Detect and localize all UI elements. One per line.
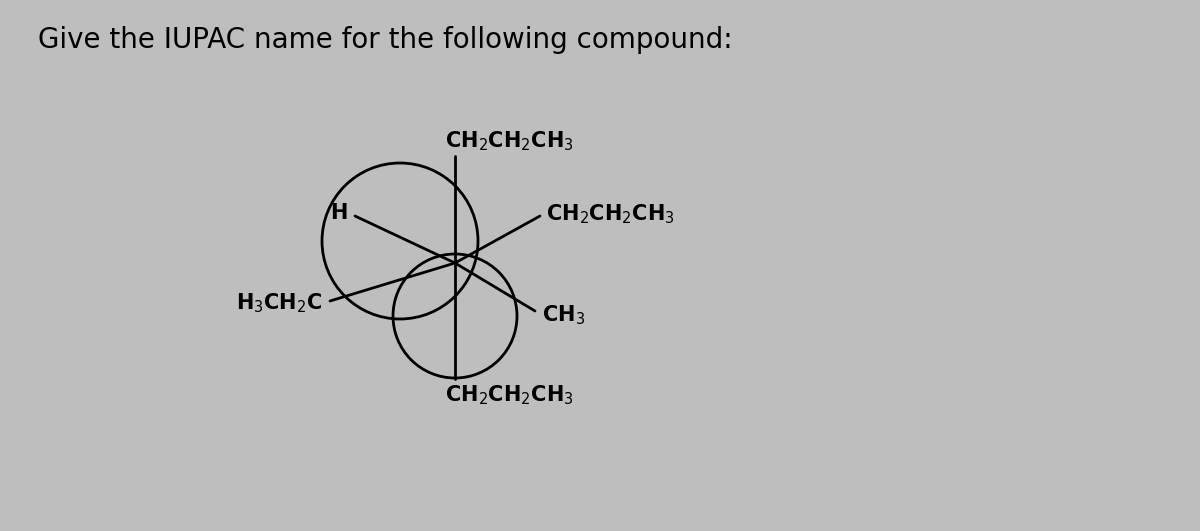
Text: H: H [331, 203, 348, 223]
Text: CH$_2$CH$_2$CH$_3$: CH$_2$CH$_2$CH$_3$ [546, 202, 674, 226]
Text: CH$_2$CH$_2$CH$_3$: CH$_2$CH$_2$CH$_3$ [445, 130, 574, 153]
Text: Give the IUPAC name for the following compound:: Give the IUPAC name for the following co… [38, 26, 733, 54]
Text: CH$_3$: CH$_3$ [542, 303, 586, 327]
Text: CH$_2$CH$_2$CH$_3$: CH$_2$CH$_2$CH$_3$ [445, 383, 574, 407]
Text: H$_3$CH$_2$C: H$_3$CH$_2$C [235, 291, 322, 315]
